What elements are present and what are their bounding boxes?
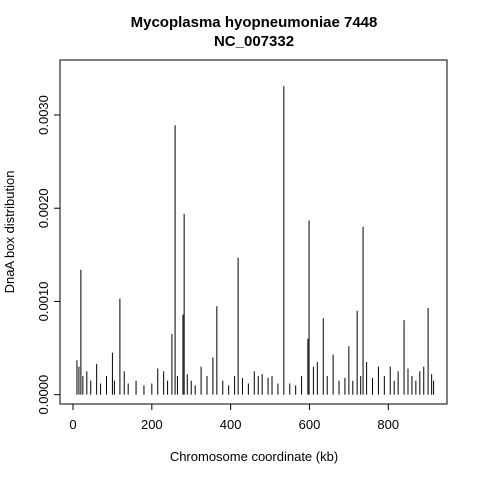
chart-title: Mycoplasma hyopneumoniae 7448 [131,14,378,31]
x-axis-label: Chromosome coordinate (kb) [170,449,338,464]
x-tick-label: 800 [377,417,399,432]
y-tick-label: 0.0030 [36,95,51,135]
x-tick-label: 200 [141,417,163,432]
y-axis-label: DnaA box distribution [2,171,17,294]
chart-subtitle: NC_007332 [214,33,294,50]
x-tick-label: 0 [69,417,76,432]
y-tick-label: 0.0020 [36,188,51,228]
y-tick-label: 0.0000 [36,375,51,415]
x-tick-label: 400 [220,417,242,432]
plot-frame [59,59,448,405]
y-tick-label: 0.0010 [36,282,51,322]
x-tick-label: 600 [299,417,321,432]
